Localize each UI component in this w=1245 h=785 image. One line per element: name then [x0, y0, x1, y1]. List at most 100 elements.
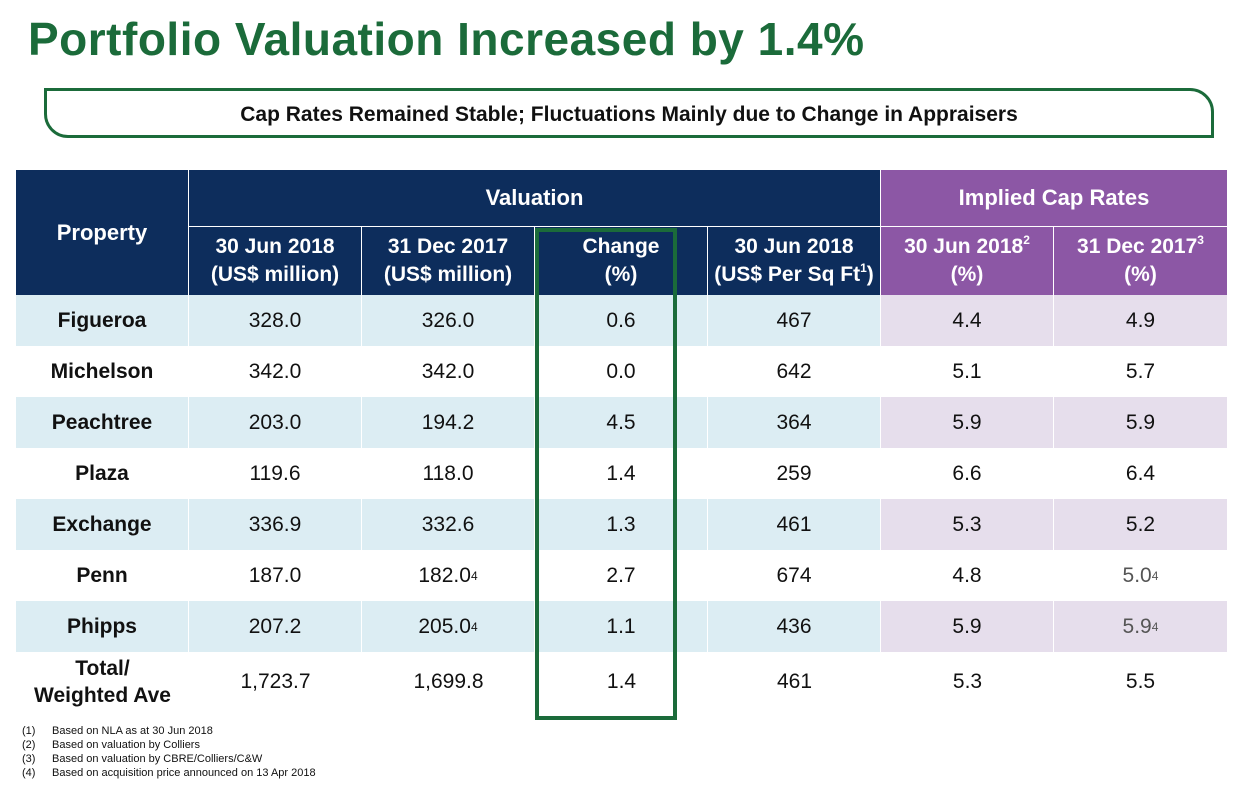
header-cap-jun-line1-wrap: 30 Jun 20182	[904, 233, 1030, 261]
change-cell-value: 0.0	[606, 359, 636, 383]
valuation-dec-cell-value: 118.0	[422, 461, 474, 485]
property-cell-value: Phipps	[66, 614, 137, 638]
cap-rate-dec-cell-value: 5.7	[1125, 359, 1156, 383]
property-cell-value: Peachtree	[51, 410, 153, 434]
valuation-jun-cell-value: 119.6	[249, 461, 301, 485]
cap-rate-jun-cell: 6.6	[881, 448, 1054, 499]
property-cell: Figueroa	[16, 295, 189, 346]
header-psf-line1: 30 Jun 2018	[734, 235, 854, 258]
cap-rate-dec-cell-value: 6.4	[1125, 461, 1156, 485]
change-cell: 0.6	[535, 295, 708, 346]
header-jun-line2: (US$ million)	[210, 263, 340, 286]
table-row: Michelson 342.0 342.0 0.0 642 5.1 5.7	[16, 346, 1227, 397]
cap-rate-jun-cell-value: 5.9	[952, 614, 982, 638]
footnote-number: (2)	[22, 739, 36, 751]
total-property-cell: Total/Weighted Ave	[16, 652, 189, 712]
header-psf-line2-wrap: (US$ Per Sq Ft1)	[714, 261, 874, 289]
cap-rate-jun-cell: 4.4	[881, 295, 1054, 346]
per-sq-ft-cell-value: 674	[776, 563, 812, 587]
footnote-number: (1)	[22, 725, 36, 737]
header-change: Change (%)	[535, 227, 708, 295]
footnote-item: (4) Based on acquisition price announced …	[22, 766, 316, 780]
header-property-label: Property	[56, 219, 148, 245]
table-row: Exchange 336.9 332.6 1.3 461 5.3 5.2	[16, 499, 1227, 550]
property-cell-value: Figueroa	[57, 308, 147, 332]
header-jun-line1: 30 Jun 2018	[215, 235, 335, 258]
cap-rate-dec-cell-value: 5.0	[1122, 563, 1152, 587]
header-cap-dec-2017: 31 Dec 20173 (%)	[1054, 227, 1227, 295]
property-cell: Exchange	[16, 499, 189, 550]
total-change-cell-value: 1.4	[606, 670, 637, 693]
footnote-number: (4)	[22, 767, 36, 779]
header-per-sq-ft: 30 Jun 2018 (US$ Per Sq Ft1)	[708, 227, 881, 295]
property-cell: Peachtree	[16, 397, 189, 448]
per-sq-ft-cell-value: 436	[776, 614, 812, 638]
header-psf-line2: (US$ Per Sq Ft	[714, 263, 861, 286]
property-cell: Michelson	[16, 346, 189, 397]
per-sq-ft-cell-value: 461	[776, 512, 812, 536]
cap-rate-dec-cell-value: 5.2	[1125, 512, 1156, 536]
valuation-dec-cell: 118.0	[362, 448, 535, 499]
cap-rate-jun-cell-value: 5.3	[952, 512, 982, 536]
valuation-jun-cell-value: 336.9	[248, 512, 302, 536]
cap-rate-jun-cell-value: 4.4	[952, 308, 982, 332]
change-column-highlight	[535, 228, 677, 720]
property-cell-value: Exchange	[52, 512, 152, 536]
header-cap-jun-line1: 30 Jun 2018	[904, 235, 1024, 258]
header-change-line1: Change	[582, 235, 660, 258]
table-row: Figueroa 328.0 326.0 0.6 467 4.4 4.9	[16, 295, 1227, 346]
valuation-dec-cell-value: 326.0	[421, 308, 475, 332]
valuation-dec-cell: 342.0	[362, 346, 535, 397]
change-cell-value: 1.3	[606, 512, 636, 536]
total-label-label_line1: Total/	[75, 657, 130, 680]
cap-rate-dec-cell: 5.9	[1054, 397, 1227, 448]
valuation-dec-cell: 332.6	[362, 499, 535, 550]
footnote-ref-2: 2	[1023, 233, 1030, 247]
change-cell: 2.7	[535, 550, 708, 601]
header-cap-jun-2018: 30 Jun 20182 (%)	[881, 227, 1054, 295]
valuation-dec-cell-value: 194.2	[421, 410, 475, 434]
header-dec-2017-valuation: 31 Dec 2017 (US$ million)	[362, 227, 535, 295]
change-cell-value: 2.7	[606, 563, 636, 587]
property-cell-value: Penn	[76, 563, 128, 587]
total-label-label_line2: Weighted Ave	[34, 684, 171, 707]
per-sq-ft-cell-value: 259	[776, 461, 812, 485]
header-cap-dec-line2: (%)	[1124, 263, 1157, 286]
valuation-dec-cell: 205.0 4	[362, 601, 535, 652]
table-row: Plaza 119.6 118.0 1.4 259 6.6 6.4	[16, 448, 1227, 499]
cap-rate-jun-cell-value: 5.1	[952, 359, 982, 383]
header-valuation: Valuation	[189, 170, 881, 227]
footnote-item: (3) Based on valuation by CBRE/Colliers/C…	[22, 752, 316, 766]
banner-text: Cap Rates Remained Stable; Fluctuations …	[240, 103, 1018, 126]
cap-rate-dec-cell: 5.9 4	[1054, 601, 1227, 652]
subtitle-banner: Cap Rates Remained Stable; Fluctuations …	[44, 88, 1214, 138]
change-cell: 1.3	[535, 499, 708, 550]
footnote-text: Based on acquisition price announced on …	[52, 767, 316, 779]
table-row: Penn 187.0 182.0 4 2.7 674 4.8 5.0 4	[16, 550, 1227, 601]
valuation-dec-cell: 182.0 4	[362, 550, 535, 601]
per-sq-ft-cell-value: 364	[776, 410, 812, 434]
property-cell-value: Plaza	[75, 461, 129, 485]
header-implied-cap-rates-label: Implied Cap Rates	[958, 185, 1150, 210]
total-valuation-jun-cell-value: 1,723.7	[240, 670, 311, 693]
per-sq-ft-cell: 461	[708, 499, 881, 550]
change-cell-value: 0.6	[606, 308, 636, 332]
valuation-jun-cell-value: 187.0	[248, 563, 302, 587]
cap-rate-dec-cell: 4.9	[1054, 295, 1227, 346]
cap-rate-jun-cell-value: 5.9	[952, 410, 982, 434]
property-cell: Penn	[16, 550, 189, 601]
table-row: Phipps 207.2 205.0 4 1.1 436 5.9 5.9 4	[16, 601, 1227, 652]
total-cap-rate-jun-cell-value: 5.3	[952, 670, 983, 693]
total-change-cell: 1.4	[535, 652, 708, 712]
valuation-dec-cell: 326.0	[362, 295, 535, 346]
property-cell: Plaza	[16, 448, 189, 499]
per-sq-ft-cell: 642	[708, 346, 881, 397]
valuation-dec-cell-value: 342.0	[421, 359, 475, 383]
valuation-jun-cell-value: 207.2	[248, 614, 302, 638]
header-psf-close: )	[866, 263, 874, 286]
valuation-dec-cell-value: 205.0	[418, 614, 471, 638]
change-cell-value: 1.1	[606, 614, 636, 638]
change-cell-value: 1.4	[606, 461, 636, 485]
header-implied-cap-rates: Implied Cap Rates	[881, 170, 1227, 227]
valuation-jun-cell: 187.0	[189, 550, 362, 601]
